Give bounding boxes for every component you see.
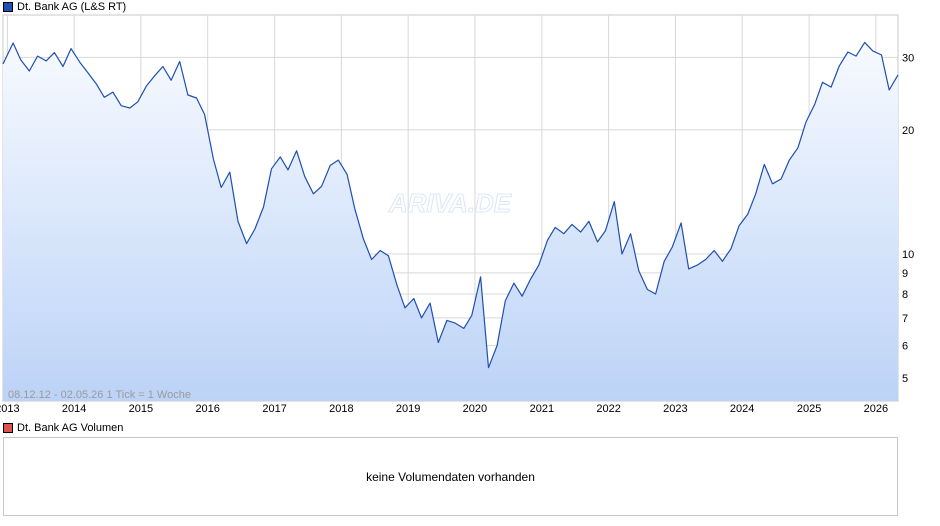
- price-line: [2, 41, 899, 369]
- x-tick-label: 2025: [797, 403, 821, 415]
- x-tick-label: 2019: [396, 403, 420, 415]
- volume-legend-swatch: [3, 423, 13, 433]
- price-legend: Dt. Bank AG (L&S RT): [3, 1, 126, 13]
- price-legend-label: Dt. Bank AG (L&S RT): [17, 1, 127, 13]
- y-tick-label: 30: [902, 52, 914, 64]
- x-tick-label: 2023: [663, 403, 687, 415]
- x-tick-label: 2020: [463, 403, 487, 415]
- y-tick-label: 7: [902, 313, 908, 325]
- x-tick-label: 2017: [262, 403, 286, 415]
- x-tick-label: 2024: [730, 403, 754, 415]
- y-axis: 5 6 7 8 9 10 20 30: [902, 52, 914, 385]
- y-tick-label: 6: [902, 340, 908, 352]
- watermark: ARIVA.DE: [388, 188, 512, 218]
- price-legend-swatch: [3, 2, 13, 12]
- volume-panel: keine Volumendaten vorhanden: [3, 437, 898, 516]
- y-tick-label: 20: [902, 125, 914, 137]
- price-chart: ARIVA.DE 08.12.12 - 02.05.26 1 Tick = 1 …: [0, 14, 914, 415]
- x-tick-label: 2014: [62, 403, 86, 415]
- y-tick-label: 8: [902, 289, 908, 301]
- x-axis: 2013 2014 2015 2016 2017 2018 2019 2020 2021 2022…: [0, 403, 888, 415]
- x-tick-label: 2021: [530, 403, 554, 415]
- y-tick-label: 10: [902, 249, 914, 261]
- x-tick-label: 2018: [329, 403, 353, 415]
- volume-legend-label: Dt. Bank AG Volumen: [17, 422, 124, 434]
- volume-message: keine Volumendaten vorhanden: [366, 470, 535, 484]
- x-tick-label: 2022: [596, 403, 620, 415]
- x-tick-label: 2026: [864, 403, 888, 415]
- volume-legend: Dt. Bank AG Volumen: [3, 422, 123, 434]
- x-tick-label: 2015: [129, 403, 153, 415]
- y-tick-label: 5: [902, 373, 908, 385]
- y-tick-label: 9: [902, 268, 908, 280]
- price-area: [3, 42, 898, 402]
- x-tick-label: 2016: [195, 403, 219, 415]
- x-tick-label: 2013: [0, 403, 20, 415]
- info-text: 08.12.12 - 02.05.26 1 Tick = 1 Woche: [8, 389, 191, 401]
